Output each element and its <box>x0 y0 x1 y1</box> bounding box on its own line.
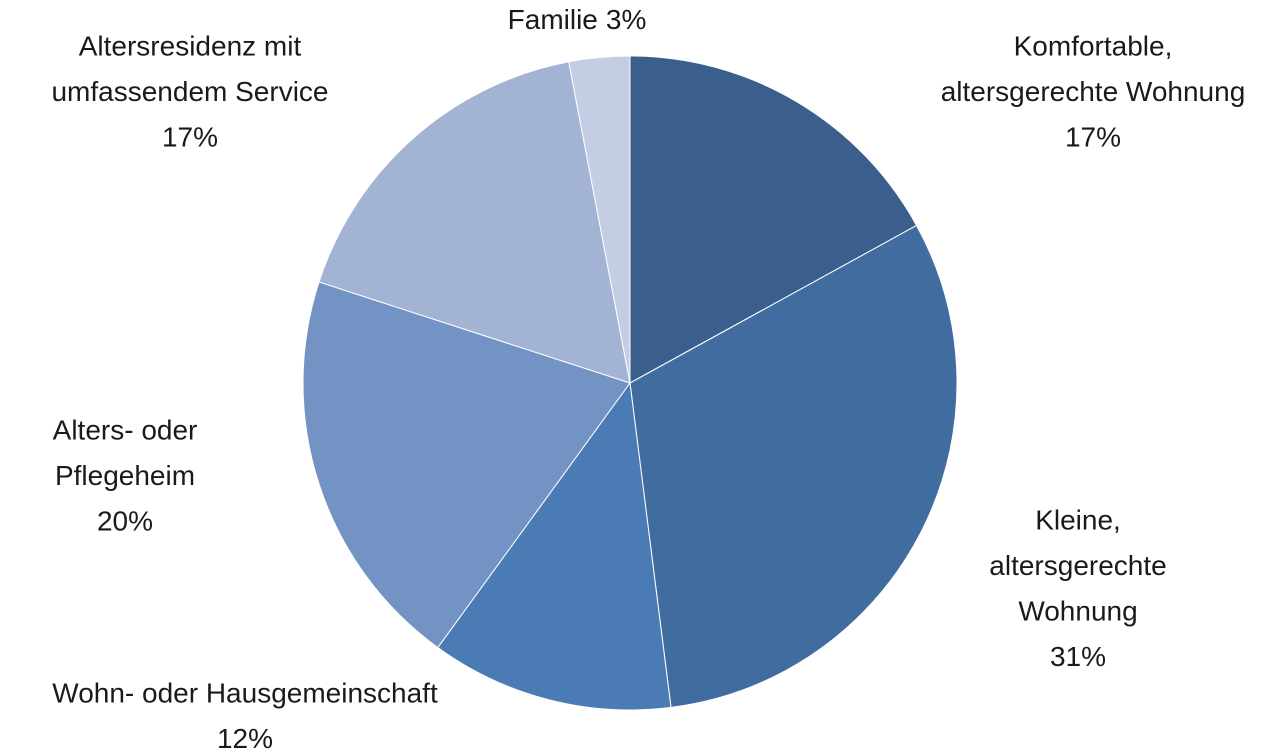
category-label: Pflegeheim <box>55 460 195 491</box>
category-label: Wohnung <box>1018 595 1137 626</box>
pie-slice <box>568 55 631 384</box>
category-label: Familie <box>508 4 598 35</box>
pie-slice <box>629 224 958 708</box>
value-label: 17% <box>1065 121 1121 152</box>
category-label: umfassendem Service <box>51 76 328 107</box>
slice-label: Familie 3% <box>508 4 647 35</box>
category-label: Alters- oder <box>53 414 198 445</box>
category-label: Altersresidenz mit <box>79 30 302 61</box>
value-label: 20% <box>97 505 153 536</box>
category-label: Komfortable, <box>1014 30 1173 61</box>
category-label: altersgerechte <box>989 550 1166 581</box>
value-label: 17% <box>162 121 218 152</box>
value-label: 31% <box>1050 641 1106 672</box>
pie-slice <box>629 55 918 384</box>
category-label: Wohn- oder Hausgemeinschaft <box>52 677 438 708</box>
category-label: Kleine, <box>1035 504 1121 535</box>
value-label: 3% <box>606 4 646 35</box>
pie-slice <box>437 381 672 711</box>
pie-slice <box>302 281 631 649</box>
value-label: 12% <box>217 723 273 754</box>
category-label: altersgerechte Wohnung <box>941 76 1246 107</box>
pie-slice <box>318 61 631 384</box>
